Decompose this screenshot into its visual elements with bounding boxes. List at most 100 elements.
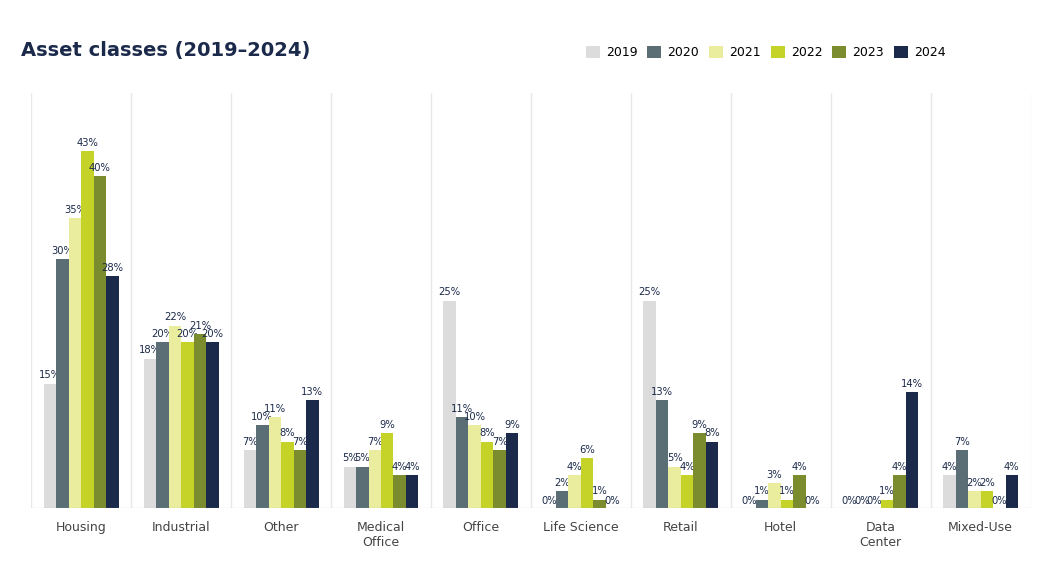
Text: 7%: 7% — [291, 437, 308, 447]
Bar — [369, 450, 381, 508]
Text: 3%: 3% — [766, 470, 783, 480]
Bar — [481, 442, 493, 508]
Text: 10%: 10% — [251, 412, 274, 422]
Text: 7%: 7% — [491, 437, 508, 447]
Text: 5%: 5% — [666, 453, 683, 463]
Text: 0%: 0% — [541, 496, 558, 506]
Text: 43%: 43% — [76, 138, 99, 148]
Text: 21%: 21% — [188, 321, 211, 331]
Bar — [793, 475, 806, 508]
Text: 13%: 13% — [301, 387, 324, 397]
Text: 25%: 25% — [438, 287, 461, 297]
Text: 0%: 0% — [854, 496, 870, 506]
Bar — [269, 417, 281, 508]
Bar — [381, 433, 393, 508]
Bar — [244, 450, 256, 508]
Bar — [356, 467, 369, 508]
Bar — [1006, 475, 1018, 508]
Bar — [406, 475, 418, 508]
Text: 4%: 4% — [566, 461, 583, 472]
Bar — [706, 442, 718, 508]
Bar — [294, 450, 306, 508]
Text: 0%: 0% — [804, 496, 820, 506]
Bar — [668, 467, 681, 508]
Bar — [681, 475, 693, 508]
Text: 20%: 20% — [201, 329, 224, 339]
Text: 4%: 4% — [391, 461, 408, 472]
Text: 30%: 30% — [51, 246, 74, 256]
Bar — [468, 425, 481, 508]
Bar — [256, 425, 269, 508]
Bar — [194, 334, 206, 508]
Bar — [893, 475, 906, 508]
Text: 5%: 5% — [354, 453, 371, 463]
Text: 4%: 4% — [1004, 461, 1020, 472]
Text: 1%: 1% — [879, 486, 895, 496]
Text: 8%: 8% — [704, 429, 720, 439]
Bar — [556, 492, 568, 508]
Text: 11%: 11% — [263, 404, 286, 413]
Text: 10%: 10% — [463, 412, 486, 422]
Text: 40%: 40% — [88, 163, 111, 173]
Text: 0%: 0% — [866, 496, 883, 506]
Text: 25%: 25% — [638, 287, 661, 297]
Bar — [281, 442, 294, 508]
Bar — [144, 359, 156, 508]
Text: 7%: 7% — [954, 437, 970, 447]
Text: 13%: 13% — [651, 387, 674, 397]
Text: 5%: 5% — [341, 453, 358, 463]
Text: 14%: 14% — [900, 378, 923, 389]
Text: 1%: 1% — [591, 486, 608, 496]
Bar — [643, 301, 656, 508]
Text: 2%: 2% — [966, 478, 983, 488]
Text: 4%: 4% — [404, 461, 421, 472]
Bar — [344, 467, 356, 508]
Bar — [656, 400, 668, 508]
Bar — [306, 400, 319, 508]
Text: 18%: 18% — [138, 346, 161, 356]
Bar — [943, 475, 956, 508]
Text: 28%: 28% — [101, 263, 124, 273]
Text: 8%: 8% — [279, 429, 296, 439]
Bar — [581, 458, 593, 508]
Text: 0%: 0% — [841, 496, 858, 506]
Text: 20%: 20% — [151, 329, 174, 339]
Text: 8%: 8% — [479, 429, 496, 439]
Bar — [206, 342, 219, 508]
Bar — [94, 176, 106, 508]
Text: 4%: 4% — [891, 461, 908, 472]
Bar — [156, 342, 169, 508]
Text: 7%: 7% — [242, 437, 258, 447]
Text: 35%: 35% — [64, 204, 86, 214]
Text: 2%: 2% — [554, 478, 570, 488]
Text: 1%: 1% — [779, 486, 795, 496]
Bar — [56, 259, 69, 508]
Text: 0%: 0% — [741, 496, 758, 506]
Text: 1%: 1% — [754, 486, 770, 496]
Legend: 2019, 2020, 2021, 2022, 2023, 2024: 2019, 2020, 2021, 2022, 2023, 2024 — [586, 46, 945, 59]
Text: 2%: 2% — [979, 478, 995, 488]
Bar — [69, 218, 81, 508]
Bar — [881, 500, 893, 508]
Bar — [443, 301, 456, 508]
Text: 0%: 0% — [604, 496, 620, 506]
Bar — [506, 433, 518, 508]
Text: 11%: 11% — [451, 404, 474, 413]
Bar — [393, 475, 406, 508]
Bar — [106, 276, 119, 508]
Text: Asset classes (2019–2024): Asset classes (2019–2024) — [21, 41, 310, 60]
Text: 4%: 4% — [791, 461, 808, 472]
Bar — [768, 483, 781, 508]
Bar — [493, 450, 506, 508]
Bar — [44, 384, 56, 508]
Bar — [593, 500, 606, 508]
Text: 20%: 20% — [176, 329, 199, 339]
Text: 22%: 22% — [163, 312, 186, 322]
Text: 15%: 15% — [39, 370, 61, 380]
Text: 7%: 7% — [366, 437, 383, 447]
Text: 9%: 9% — [504, 420, 520, 430]
Bar — [968, 492, 981, 508]
Bar — [906, 392, 918, 508]
Bar — [81, 151, 94, 508]
Text: 6%: 6% — [579, 445, 595, 455]
